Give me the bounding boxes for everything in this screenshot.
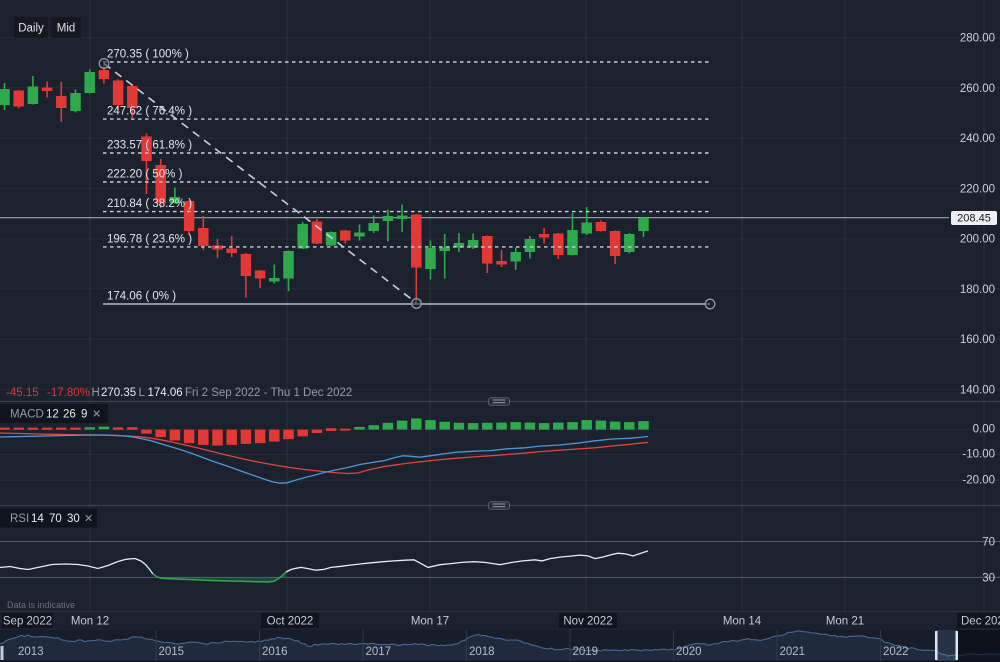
svg-text:Mid: Mid <box>57 23 76 35</box>
svg-text:RSI: RSI <box>10 513 29 525</box>
svg-text:233.57 ( 61.8% ): 233.57 ( 61.8% ) <box>107 140 192 152</box>
svg-text:-45.15: -45.15 <box>6 387 39 399</box>
svg-text:14: 14 <box>31 513 44 525</box>
svg-text:270.35 ( 100% ): 270.35 ( 100% ) <box>107 49 189 61</box>
svg-text:H: H <box>92 387 100 399</box>
svg-text:70: 70 <box>982 537 995 549</box>
svg-text:Data is indicative: Data is indicative <box>7 600 75 610</box>
svg-text:160.00: 160.00 <box>960 334 995 346</box>
svg-text:240.00: 240.00 <box>960 133 995 145</box>
svg-text:196.78 ( 23.6% ): 196.78 ( 23.6% ) <box>107 233 192 245</box>
svg-text:Mon 17: Mon 17 <box>411 616 449 628</box>
svg-text:280.00: 280.00 <box>960 33 995 45</box>
svg-text:Mon 14: Mon 14 <box>723 616 762 628</box>
svg-text:140.00: 140.00 <box>960 384 995 396</box>
svg-text:2022: 2022 <box>883 646 909 658</box>
svg-text:270.35: 270.35 <box>101 387 136 399</box>
svg-text:247.62 ( 76.4% ): 247.62 ( 76.4% ) <box>107 106 192 118</box>
svg-text:174.06 ( 0% ): 174.06 ( 0% ) <box>107 291 176 303</box>
svg-text:2016: 2016 <box>262 646 288 658</box>
svg-text:0.00: 0.00 <box>973 424 995 436</box>
svg-text:30: 30 <box>67 513 80 525</box>
svg-text:210.84 ( 38.2% ): 210.84 ( 38.2% ) <box>107 198 192 210</box>
svg-text:✕: ✕ <box>84 513 93 525</box>
svg-text:Dec 2022: Dec 2022 <box>961 616 1000 628</box>
svg-text:✕: ✕ <box>92 409 101 421</box>
svg-text:70: 70 <box>49 513 62 525</box>
svg-text:174.06: 174.06 <box>148 387 183 399</box>
svg-text:2018: 2018 <box>469 646 495 658</box>
svg-text:-10.00: -10.00 <box>962 449 995 461</box>
svg-text:Oct 2022: Oct 2022 <box>267 616 314 628</box>
svg-text:Mon 12: Mon 12 <box>71 616 109 628</box>
svg-text:222.20 ( 50% ): 222.20 ( 50% ) <box>107 169 183 181</box>
svg-text:L: L <box>139 387 146 399</box>
svg-text:220.00: 220.00 <box>960 183 995 195</box>
svg-text:Daily: Daily <box>18 23 44 35</box>
svg-text:180.00: 180.00 <box>960 284 995 296</box>
svg-text:2015: 2015 <box>159 646 185 658</box>
svg-text:26: 26 <box>63 409 76 421</box>
svg-text:Sep 2022: Sep 2022 <box>3 616 52 628</box>
svg-text:2013: 2013 <box>18 646 44 658</box>
svg-text:9: 9 <box>81 409 87 421</box>
svg-text:MACD: MACD <box>10 409 44 421</box>
svg-text:2019: 2019 <box>573 646 599 658</box>
svg-text:200.00: 200.00 <box>960 234 995 246</box>
svg-text:30: 30 <box>982 572 995 584</box>
svg-text:Mon 21: Mon 21 <box>826 616 864 628</box>
svg-text:2021: 2021 <box>780 646 806 658</box>
svg-text:Nov 2022: Nov 2022 <box>563 616 612 628</box>
svg-text:260.00: 260.00 <box>960 83 995 95</box>
svg-text:Fri 2 Sep 2022 - Thu 1 Dec 202: Fri 2 Sep 2022 - Thu 1 Dec 2022 <box>185 387 352 399</box>
svg-text:-17.80%: -17.80% <box>47 387 90 399</box>
svg-text:12: 12 <box>46 409 59 421</box>
svg-text:-20.00: -20.00 <box>962 474 995 486</box>
svg-text:208.45: 208.45 <box>957 213 991 225</box>
svg-text:2017: 2017 <box>366 646 392 658</box>
svg-text:2020: 2020 <box>676 646 702 658</box>
